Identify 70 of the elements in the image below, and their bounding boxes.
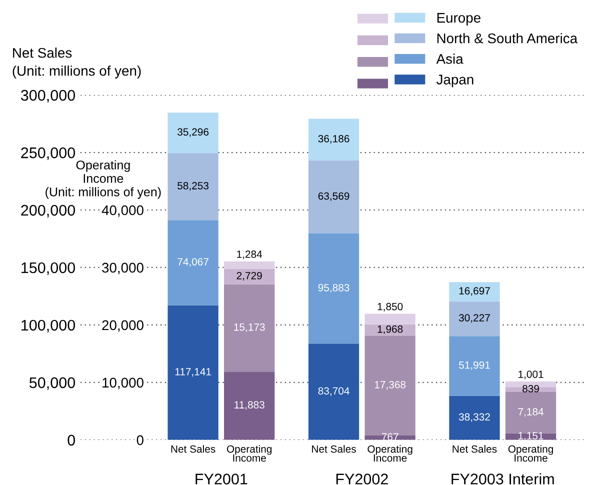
data-label: 7,184 [518,408,544,417]
y-tick-label: 0 [68,434,75,446]
y-tick-label: 200,000 [21,204,76,218]
legend-label: Europe [437,13,480,26]
data-label: 1,001 [518,370,544,380]
bar [308,160,360,234]
data-label: 74,067 [178,258,208,267]
y-tick-label: 50,000 [29,377,76,390]
data-label: 15,173 [234,323,265,332]
y2-axis-title: Operating Income (Unit: millions of yen) [46,160,161,199]
bar [308,118,360,160]
bar [168,305,218,440]
bar [364,314,416,324]
legend-label: North & South America [437,33,578,44]
data-label: 11,883 [234,401,264,410]
y2-tick-label: 20,000 [102,320,144,332]
data-label: 17,368 [374,381,406,390]
bar [308,344,360,440]
text: Operating Income [508,445,553,462]
bar [308,233,360,344]
bar [224,261,275,269]
x-tick-label: FY2002 [336,474,388,484]
data-label: 16,697 [459,287,490,296]
bar [505,387,556,392]
text: Operating Income [368,445,412,462]
y2-tick-label: 10,000 [102,378,144,390]
y-tick-label: 300,000 [20,90,76,103]
data-label: 58,253 [178,182,209,191]
data-label: 2,729 [236,272,262,281]
bar [168,112,218,154]
data-label: 1,850 [378,302,403,312]
y-axis-title: Net Sales (Unit: millions of yen) [12,48,141,79]
bar [224,268,275,284]
data-label: 63,569 [318,192,350,201]
x-tick-label: FY2003 Interim [452,473,554,484]
text: Net Sales [452,445,497,453]
bar [168,153,218,220]
bar [224,372,275,440]
data-label: 38,332 [458,413,490,422]
bar [449,336,500,396]
bar [505,392,556,434]
data-label: 1,151 [518,432,544,441]
data-label: 95,883 [318,284,350,293]
y-tick-label: 150,000 [22,262,76,275]
data-label: 35,296 [178,128,209,137]
bar [224,284,275,372]
data-label: 51,991 [458,361,490,370]
bar [168,220,218,306]
y2-tick-label: 0 [136,435,144,446]
y2-tick-label: 30,000 [102,262,144,274]
data-label: 839 [522,385,539,392]
text: Operating Income [226,445,272,462]
legend-label: Japan [436,74,474,88]
data-label: 36,186 [318,135,350,144]
bar [449,282,500,302]
data-label: 767 [382,433,398,440]
data-label: 83,704 [318,387,350,396]
y-tick-label: 100,000 [22,320,76,332]
bar [449,301,500,336]
data-label: 30,227 [458,314,490,323]
data-label: 1,284 [237,250,262,260]
data-label: 117,141 [175,368,211,377]
bar [449,396,500,440]
y2-tick-label: 40,000 [102,205,144,217]
text: Net Sales [312,445,356,453]
text: Net Sales [171,445,216,453]
y-tick-label: 250,000 [21,147,76,160]
data-label: 1,968 [378,325,403,334]
legend-label: Asia [436,54,464,64]
x-tick-label: FY2001 [196,474,248,484]
